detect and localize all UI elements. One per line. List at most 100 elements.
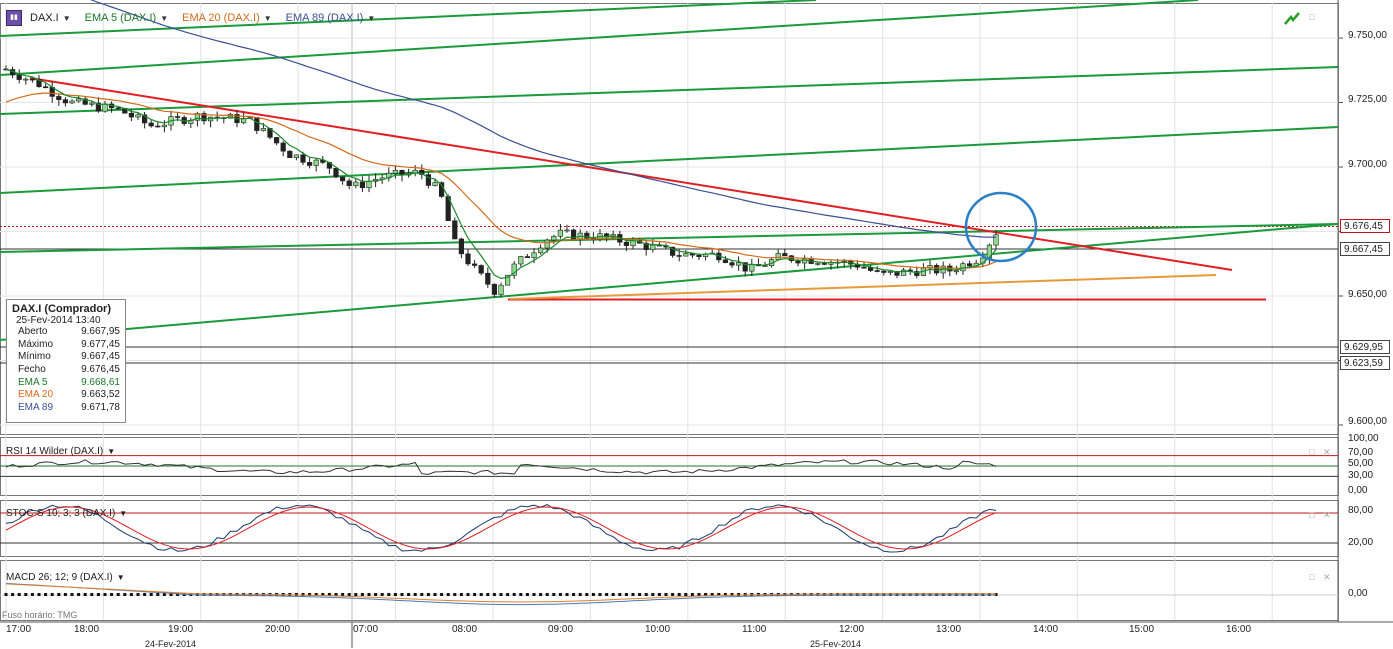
maximize-icon[interactable]: □: [1309, 572, 1315, 582]
trendline: [0, 0, 817, 37]
stoch-legend: STOC-S 10; 3; 3 (DAX.I) ▼: [6, 508, 127, 519]
candle: [524, 256, 530, 258]
candle: [491, 283, 498, 295]
macd-histogram-bar: [103, 593, 107, 596]
current-price-marker: 9.676,45: [1340, 219, 1390, 233]
time-tick: 13:00: [936, 624, 962, 635]
chevron-down-icon[interactable]: ▼: [107, 447, 116, 456]
ema5-label[interactable]: EMA 5 (DAX.I): [84, 12, 157, 24]
chevron-down-icon[interactable]: ▼: [116, 573, 125, 582]
candle: [56, 96, 62, 100]
macd-histogram-bar: [30, 593, 34, 596]
candle: [478, 265, 484, 274]
chevron-down-icon[interactable]: ▼: [62, 13, 71, 23]
candle: [306, 162, 313, 166]
macd-histogram-bar: [57, 593, 61, 596]
time-tick: 15:00: [1129, 624, 1155, 635]
candle: [135, 114, 141, 118]
candle: [953, 270, 959, 273]
stoch-label[interactable]: STOC-S 10; 3; 3 (DAX.I): [6, 508, 116, 519]
time-tick: 19:00: [168, 624, 194, 635]
candle: [894, 271, 900, 276]
candle: [280, 142, 286, 152]
macd-label[interactable]: MACD 26; 12; 9 (DAX.I): [6, 572, 113, 583]
rsi-label[interactable]: RSI 14 Wilder (DAX.I): [6, 446, 104, 457]
ema20-label[interactable]: EMA 20 (DAX.I): [182, 12, 260, 24]
stoch-tick: 20,00: [1348, 537, 1374, 548]
chevron-down-icon[interactable]: ▼: [263, 13, 272, 23]
macd-tick: 0,00: [1348, 588, 1368, 599]
macd-histogram-bar: [37, 593, 41, 596]
ema89-label[interactable]: EMA 89 (DAX.I): [285, 12, 364, 24]
macd-histogram-bar: [4, 593, 8, 596]
data-row: Máximo 9.677,45: [18, 338, 120, 350]
candle: [735, 262, 742, 266]
macd-histogram-bar: [545, 593, 549, 596]
macd-histogram-bar: [888, 593, 892, 596]
time-tick: 16:00: [1226, 624, 1252, 635]
macd-histogram-bar: [855, 593, 859, 596]
macd-histogram-bar: [651, 593, 655, 596]
candle: [42, 86, 49, 89]
candle: [696, 254, 702, 257]
time-tick: 12:00: [839, 624, 865, 635]
chevron-down-icon[interactable]: ▼: [119, 509, 128, 518]
macd-histogram-bar: [50, 593, 54, 596]
macd-histogram-bar: [532, 593, 536, 596]
candle: [148, 122, 154, 127]
candle: [155, 125, 161, 128]
macd-histogram-bar: [710, 593, 714, 596]
panel-frame: [0, 560, 1339, 621]
trendline: [0, 0, 1199, 76]
macd-histogram-bar: [717, 593, 721, 596]
macd-histogram-bar: [116, 593, 120, 596]
macd-histogram-bar: [591, 593, 595, 596]
data-window-title: DAX.I (Comprador): [12, 303, 111, 315]
symbol-label[interactable]: DAX.I: [30, 12, 59, 24]
price-level-marker: 9.623,59: [1340, 356, 1390, 370]
trend-icon[interactable]: [1284, 11, 1300, 25]
macd-histogram-bar: [426, 593, 430, 596]
price-level-marker: 9.667,45: [1340, 242, 1390, 256]
candle: [419, 169, 425, 175]
data-row: EMA 20 9.663,52: [18, 389, 120, 401]
price-level-marker: 9.629,95: [1340, 340, 1390, 354]
candle: [775, 253, 781, 260]
candle: [23, 78, 29, 81]
candle: [683, 253, 689, 257]
data-row: Fecho 9.676,45: [18, 364, 120, 376]
macd-histogram-bar: [558, 593, 562, 596]
candle: [815, 263, 821, 265]
candle: [346, 180, 352, 186]
price-tick: 9.725,00: [1348, 94, 1387, 105]
trendline: [0, 126, 1339, 194]
candle: [201, 113, 207, 122]
candle: [544, 239, 550, 249]
macd-histogram-bar: [849, 593, 853, 596]
macd-histogram-bar: [618, 593, 622, 596]
candle: [95, 102, 101, 112]
candle: [293, 154, 300, 158]
chevron-down-icon[interactable]: ▼: [160, 13, 169, 23]
close-icon[interactable]: ✕: [1323, 447, 1331, 457]
macd-histogram-bar: [512, 593, 516, 596]
maximize-icon[interactable]: □: [1309, 447, 1315, 457]
close-icon[interactable]: ✕: [1323, 572, 1331, 582]
chevron-down-icon[interactable]: ▼: [367, 13, 376, 23]
candle: [564, 229, 570, 232]
macd-histogram-bar: [684, 593, 688, 596]
candle: [821, 263, 827, 265]
candle: [518, 256, 524, 265]
maximize-icon[interactable]: □: [1309, 12, 1315, 22]
close-icon[interactable]: ✕: [1323, 510, 1331, 520]
macd-histogram-bar: [875, 593, 879, 596]
timezone-label: Fuso horário: TMG: [2, 610, 78, 620]
maximize-icon[interactable]: □: [1309, 510, 1315, 520]
macd-histogram-bar: [400, 593, 404, 596]
candle: [742, 262, 748, 272]
macd-histogram-bar: [664, 593, 668, 596]
data-window-datetime: 25-Fev-2014 13:40: [16, 315, 101, 326]
rsi-tick: 50,00: [1348, 458, 1374, 469]
